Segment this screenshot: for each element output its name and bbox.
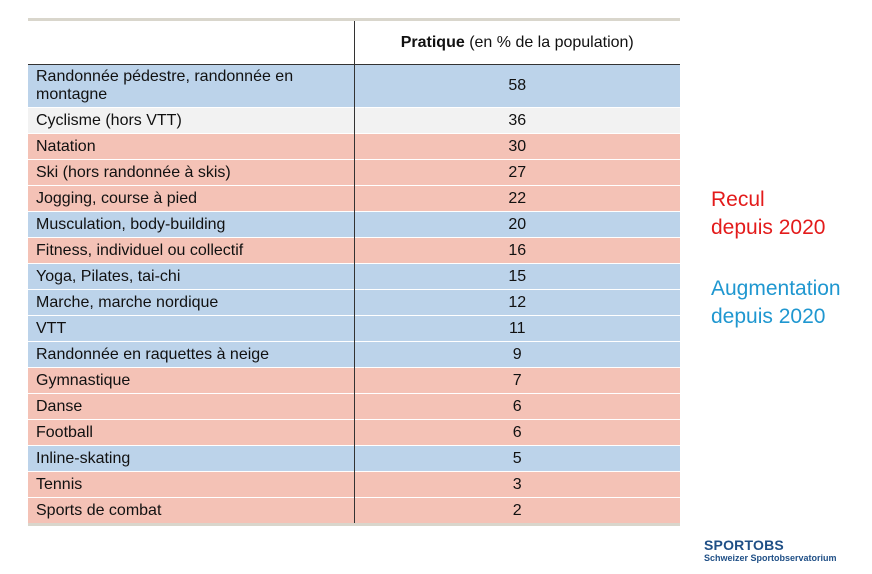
practice-value-cell: 20: [354, 211, 680, 238]
practice-value-cell: 2: [354, 497, 680, 523]
practice-value-cell: 12: [354, 289, 680, 316]
practice-value-cell: 6: [354, 419, 680, 446]
practice-value-cell: 5: [354, 445, 680, 472]
column-header-practice-unit: (en % de la population): [464, 33, 634, 51]
sport-name-cell: Sports de combat: [28, 497, 355, 523]
table-row: VTT 11: [28, 315, 680, 342]
practice-value-cell: 22: [354, 185, 680, 212]
practice-value-cell: 36: [354, 107, 680, 134]
sport-practice-table: Pratique (en % de la population) Randonn…: [28, 21, 680, 523]
table-row: Marche, marche nordique 12: [28, 289, 680, 316]
legend-increase-line1: Augmentation: [711, 277, 841, 300]
table-row: Cyclisme (hors VTT) 36: [28, 107, 680, 134]
practice-value-cell: 11: [354, 315, 680, 342]
table-row: Randonnée pédestre, randonnée en montagn…: [28, 64, 680, 108]
sport-name-cell: Ski (hors randonnée à skis): [28, 159, 355, 186]
sport-name-cell: VTT: [28, 315, 355, 342]
table-row: Randonnée en raquettes à neige 9: [28, 341, 680, 368]
table-row: Fitness, individuel ou collectif 16: [28, 237, 680, 264]
table-row: Danse 6: [28, 393, 680, 420]
legend-decline: Recul depuis 2020: [711, 186, 825, 242]
sport-practice-table-container: Pratique (en % de la population) Randonn…: [28, 18, 680, 526]
sport-name-cell: Tennis: [28, 471, 355, 498]
legend-decline-line2: depuis 2020: [711, 216, 826, 239]
logo-subtitle: Schweizer Sportobservatorium: [704, 553, 837, 563]
practice-value-cell: 7: [354, 367, 680, 394]
table-bottom-rule: [28, 523, 680, 526]
practice-value-cell: 30: [354, 133, 680, 160]
legend-decline-line1: Recul: [711, 188, 765, 211]
sport-name-cell: Natation: [28, 133, 355, 160]
practice-value-cell: 58: [354, 64, 680, 108]
sportobs-logo: SPORTOBS Schweizer Sportobservatorium: [704, 537, 837, 564]
sport-name-cell: Cyclisme (hors VTT): [28, 107, 355, 134]
sport-name-cell: Musculation, body-building: [28, 211, 355, 238]
practice-value-cell: 3: [354, 471, 680, 498]
column-header-practice: Pratique (en % de la population): [354, 21, 680, 65]
practice-value-cell: 15: [354, 263, 680, 290]
table-row: Ski (hors randonnée à skis) 27: [28, 159, 680, 186]
table-row: Yoga, Pilates, tai-chi 15: [28, 263, 680, 290]
sport-name-cell: Randonnée pédestre, randonnée en montagn…: [28, 64, 355, 108]
sport-name-cell: Randonnée en raquettes à neige: [28, 341, 355, 368]
sport-name-cell: Jogging, course à pied: [28, 185, 355, 212]
column-header-sport: [28, 21, 355, 65]
table-row: Gymnastique 7: [28, 367, 680, 394]
table-body: Randonnée pédestre, randonnée en montagn…: [28, 64, 680, 523]
practice-value-cell: 16: [354, 237, 680, 264]
legend-increase: Augmentation depuis 2020: [711, 275, 841, 331]
column-header-practice-bold: Pratique: [400, 33, 465, 51]
sport-name-cell: Football: [28, 419, 355, 446]
logo-title: SPORTOBS: [704, 537, 784, 553]
sport-name-cell: Gymnastique: [28, 367, 355, 394]
table-row: Tennis 3: [28, 471, 680, 498]
practice-value-cell: 27: [354, 159, 680, 186]
table-row: Jogging, course à pied 22: [28, 185, 680, 212]
practice-value-cell: 6: [354, 393, 680, 420]
sport-name-cell: Danse: [28, 393, 355, 420]
sport-name-cell: Yoga, Pilates, tai-chi: [28, 263, 355, 290]
table-row: Inline-skating 5: [28, 445, 680, 472]
table-row: Natation 30: [28, 133, 680, 160]
practice-value-cell: 9: [354, 341, 680, 368]
legend-increase-line2: depuis 2020: [711, 305, 826, 328]
sport-name-cell: Marche, marche nordique: [28, 289, 355, 316]
table-row: Sports de combat 2: [28, 497, 680, 523]
sport-name-cell: Inline-skating: [28, 445, 355, 472]
table-row: Football 6: [28, 419, 680, 446]
table-row: Musculation, body-building 20: [28, 211, 680, 238]
table-header-row: Pratique (en % de la population): [28, 21, 680, 65]
sport-name-cell: Fitness, individuel ou collectif: [28, 237, 355, 264]
